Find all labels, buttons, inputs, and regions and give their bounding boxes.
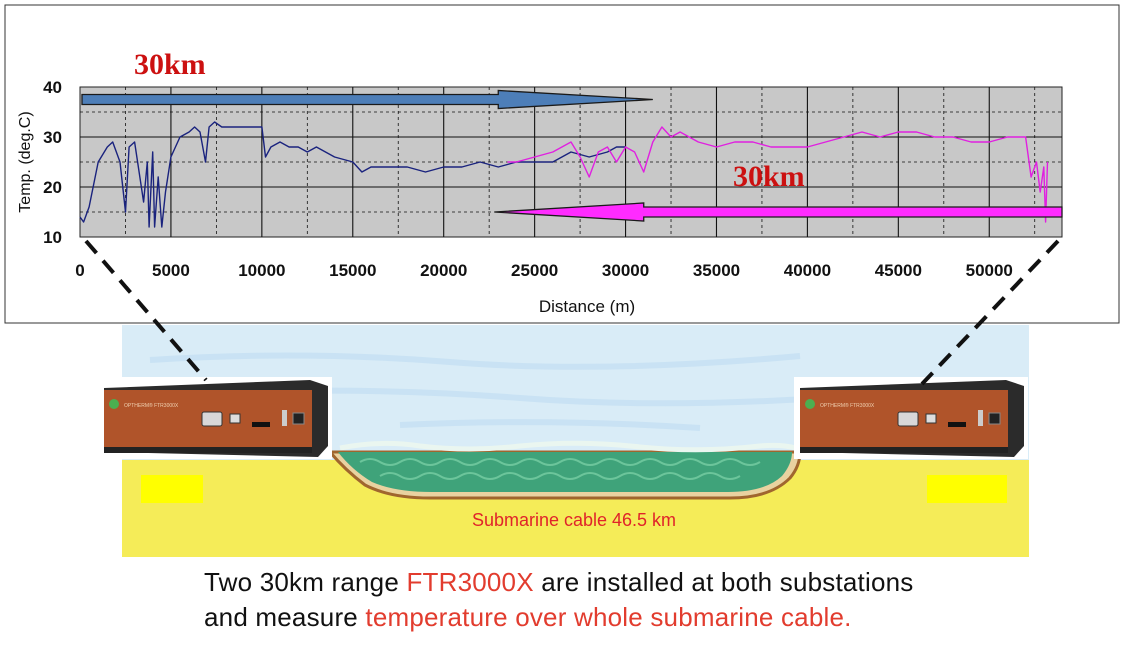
y-tick-label: 20 (43, 178, 62, 197)
x-tick-label: 0 (75, 261, 84, 280)
x-tick-label: 40000 (784, 261, 831, 280)
axis-ticks: 0 5000 10000 15000 20000 25000 30000 35000 40000… (43, 78, 1013, 280)
blue-temperature-series (79, 121, 626, 228)
x-tick-label: 25000 (511, 261, 558, 280)
sea-waves (359, 458, 761, 480)
x-tick-label: 50000 (966, 261, 1013, 280)
series-layer (79, 121, 1049, 228)
right-marker-box (927, 475, 1007, 503)
right-range-label: 30km (733, 160, 805, 193)
y-tick-label: 10 (43, 228, 62, 247)
x-tick-label: 20000 (420, 261, 467, 280)
left-marker-box (141, 475, 203, 503)
x-tick-label: 35000 (693, 261, 740, 280)
x-tick-label: 10000 (238, 261, 285, 280)
x-axis-title: Distance (m) (539, 297, 635, 316)
left-range-label: 30km (134, 48, 206, 81)
caption-highlight-measurement: temperature over whole submarine cable. (365, 602, 852, 632)
blue-range-arrow (81, 89, 653, 110)
caption-line-2: and measure temperature over whole subma… (204, 602, 1104, 633)
magenta-range-arrow (494, 202, 1063, 222)
sea-water (338, 452, 792, 492)
caption-line-2-text: and measure (204, 602, 366, 632)
cable-label: Submarine cable 46.5 km (472, 510, 676, 530)
y-axis-title: Temp. (deg.C) (17, 111, 34, 212)
left-unit-face-text: OPTHERM® FTR3000X (124, 402, 179, 409)
x-tick-label: 15000 (329, 261, 376, 280)
left-connector-line (84, 239, 208, 382)
caption-line-1-text: Two 30km range (204, 567, 407, 597)
caption-line-1: Two 30km range FTR3000X are installed at… (204, 567, 1104, 598)
status-led (805, 399, 815, 409)
left-ftr3000x-unit: OPTHERM® FTR3000X (98, 377, 332, 459)
x-tick-label: 5000 (152, 261, 190, 280)
y-tick-label: 40 (43, 78, 62, 97)
range-arrows (81, 89, 1063, 222)
x-tick-label: 45000 (875, 261, 922, 280)
right-ftr3000x-unit: OPTHERM® FTR3000X (794, 377, 1028, 459)
y-tick-label: 30 (43, 128, 62, 147)
magenta-temperature-series (507, 126, 1049, 223)
right-unit-face-text: OPTHERM® FTR3000X (820, 402, 875, 409)
serial-port (897, 411, 919, 427)
surf-foam (339, 440, 797, 453)
right-connector-line (920, 239, 1060, 386)
status-led (109, 399, 119, 409)
serial-port (201, 411, 223, 427)
caption-product-name: FTR3000X (406, 567, 534, 597)
x-tick-label: 30000 (602, 261, 649, 280)
caption-line-1-suffix: are installed at both substations (533, 567, 914, 597)
